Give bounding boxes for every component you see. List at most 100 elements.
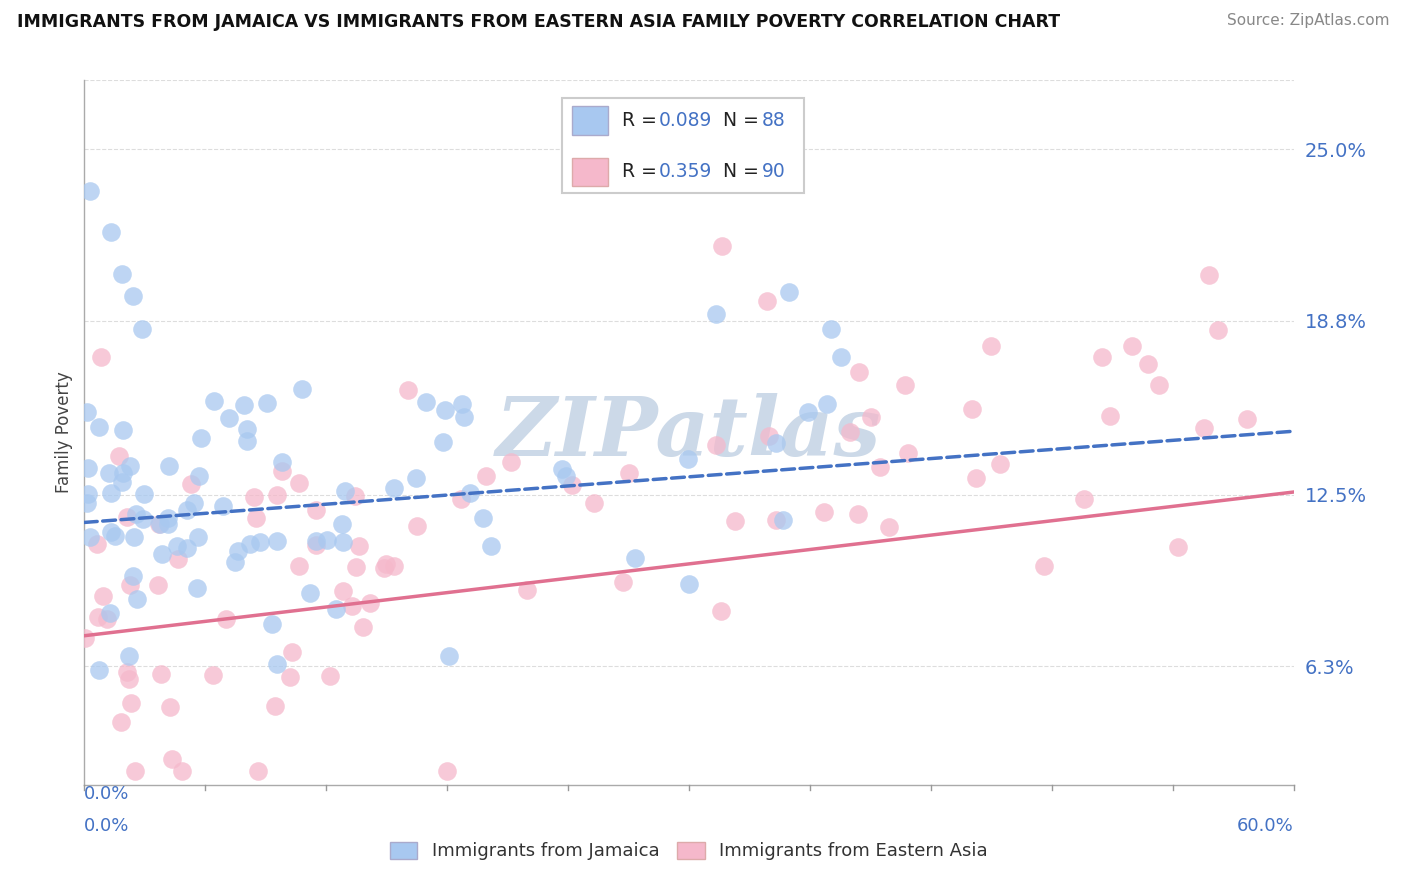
Point [1206, 323, 1229, 337]
Point [97, 466, 120, 480]
Point [280, 645, 302, 659]
Point [166, 539, 188, 553]
Point [382, 559, 405, 574]
Point [76, 496, 98, 510]
Point [218, 410, 240, 425]
Point [869, 460, 891, 475]
Point [830, 351, 852, 365]
Point [201, 668, 224, 682]
Point [93, 590, 115, 604]
Point [1192, 421, 1215, 435]
Point [624, 550, 647, 565]
Point [100, 225, 122, 239]
Point [270, 464, 292, 478]
Point [266, 533, 288, 548]
Point [111, 475, 134, 489]
Point [344, 559, 367, 574]
Point [347, 539, 370, 553]
Point [436, 764, 458, 779]
Text: 0.089: 0.089 [659, 111, 711, 130]
Text: N =: N = [710, 111, 765, 130]
Point [249, 535, 271, 549]
Point [405, 470, 427, 484]
Point [305, 537, 328, 551]
Point [432, 435, 454, 450]
Point [125, 591, 148, 606]
Point [704, 307, 727, 321]
Point [711, 239, 734, 253]
Point [765, 513, 787, 527]
Point [76, 487, 98, 501]
FancyBboxPatch shape [572, 106, 607, 135]
Point [897, 445, 920, 459]
Point [202, 393, 225, 408]
Point [150, 547, 173, 561]
Point [256, 396, 278, 410]
Point [122, 289, 145, 303]
Legend: Immigrants from Jamaica, Immigrants from Eastern Asia: Immigrants from Jamaica, Immigrants from… [382, 834, 995, 868]
Point [676, 451, 699, 466]
Text: 0.0%: 0.0% [84, 817, 129, 835]
Point [79, 530, 101, 544]
Point [678, 577, 700, 591]
Point [343, 489, 366, 503]
Point [157, 511, 180, 525]
Point [176, 541, 198, 556]
Point [962, 402, 984, 417]
Point [149, 516, 172, 531]
Point [108, 449, 131, 463]
Point [125, 507, 148, 521]
Point [451, 397, 474, 411]
Point [224, 555, 246, 569]
FancyBboxPatch shape [572, 158, 607, 186]
Point [111, 467, 134, 481]
Point [118, 672, 141, 686]
Point [96, 612, 118, 626]
Text: N =: N = [710, 162, 765, 181]
Point [813, 505, 835, 519]
Point [186, 581, 208, 595]
Point [157, 458, 180, 473]
Point [582, 495, 605, 509]
Point [894, 377, 917, 392]
Point [373, 560, 395, 574]
Point [247, 764, 270, 779]
Point [115, 665, 138, 679]
Text: Source: ZipAtlas.com: Source: ZipAtlas.com [1226, 13, 1389, 29]
Point [236, 434, 259, 449]
Point [325, 601, 347, 615]
Point [450, 491, 472, 506]
Point [188, 469, 211, 483]
Point [758, 429, 780, 443]
Point [87, 663, 110, 677]
Point [612, 575, 634, 590]
Point [1073, 491, 1095, 506]
Point [76, 460, 98, 475]
Point [159, 699, 181, 714]
FancyBboxPatch shape [562, 98, 804, 193]
Point [516, 583, 538, 598]
Point [90, 350, 112, 364]
Point [848, 365, 870, 379]
Point [124, 764, 146, 779]
Point [100, 485, 122, 500]
Point [190, 431, 212, 445]
Point [1167, 540, 1189, 554]
Point [318, 669, 340, 683]
Text: 60.0%: 60.0% [1237, 817, 1294, 835]
Point [176, 503, 198, 517]
Text: IMMIGRANTS FROM JAMAICA VS IMMIGRANTS FROM EASTERN ASIA FAMILY POVERTY CORRELATI: IMMIGRANTS FROM JAMAICA VS IMMIGRANTS FR… [17, 13, 1060, 31]
Point [233, 398, 256, 412]
Point [453, 410, 475, 425]
Text: R =: R = [623, 162, 664, 181]
Point [439, 649, 461, 664]
Point [131, 322, 153, 336]
Point [375, 557, 398, 571]
Point [134, 486, 156, 500]
Point [215, 612, 238, 626]
Point [772, 513, 794, 527]
Point [132, 512, 155, 526]
Point [260, 616, 283, 631]
Point [877, 520, 900, 534]
Point [98, 606, 121, 620]
